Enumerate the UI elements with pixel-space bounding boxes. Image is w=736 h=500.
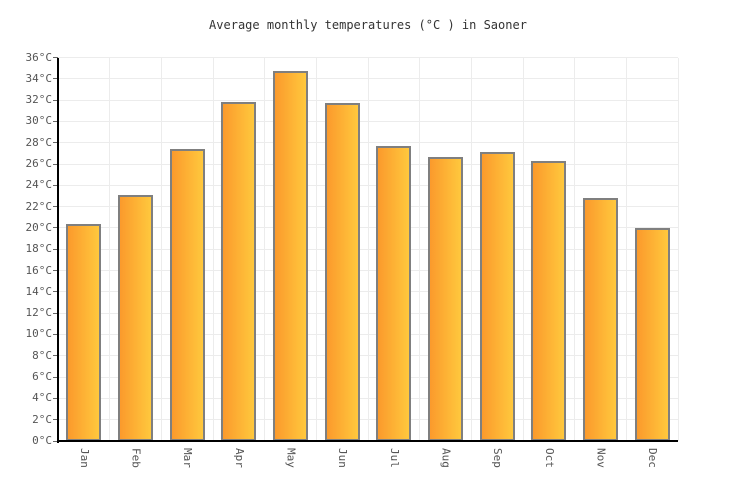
y-axis-label: 26°C bbox=[25, 157, 53, 171]
bar-jul[interactable] bbox=[376, 145, 412, 441]
y-axis-label: 10°C bbox=[25, 327, 53, 341]
x-axis-label-jun: Jun bbox=[336, 448, 350, 468]
x-axis-label-sep: Sep bbox=[491, 448, 505, 468]
y-axis-label: 36°C bbox=[25, 50, 53, 64]
y-tick bbox=[53, 78, 58, 80]
y-axis-label: 2°C bbox=[32, 412, 52, 426]
y-tick bbox=[53, 291, 58, 293]
y-tick bbox=[53, 120, 58, 122]
y-tick bbox=[53, 312, 58, 314]
y-axis-label: 22°C bbox=[25, 199, 53, 213]
bar-nov[interactable] bbox=[583, 198, 618, 441]
x-gridline bbox=[264, 57, 266, 441]
y-axis-label: 20°C bbox=[25, 220, 53, 234]
x-gridline bbox=[160, 57, 162, 441]
bar-jan[interactable] bbox=[66, 223, 102, 441]
y-tick bbox=[53, 248, 58, 250]
y-tick bbox=[53, 419, 58, 421]
y-tick bbox=[53, 163, 58, 165]
x-axis-label-aug: Aug bbox=[439, 448, 453, 468]
y-axis-label: 6°C bbox=[32, 370, 52, 384]
y-axis-line bbox=[57, 57, 59, 443]
y-tick bbox=[53, 206, 58, 208]
x-gridline bbox=[677, 57, 679, 441]
y-tick bbox=[53, 376, 58, 378]
y-axis-label: 12°C bbox=[25, 306, 53, 320]
x-gridline bbox=[109, 57, 111, 441]
x-axis-label-apr: Apr bbox=[232, 448, 246, 468]
bar-dec[interactable] bbox=[634, 227, 670, 441]
y-tick bbox=[53, 57, 58, 58]
y-tick bbox=[53, 270, 58, 272]
bar-mar[interactable] bbox=[169, 149, 205, 441]
x-axis-label-jul: Jul bbox=[387, 448, 401, 468]
x-gridline bbox=[522, 57, 524, 441]
y-tick bbox=[53, 333, 58, 335]
x-axis-line bbox=[57, 440, 678, 442]
y-axis-label: 30°C bbox=[25, 114, 53, 128]
y-axis-label: 0°C bbox=[32, 434, 52, 447]
x-gridline bbox=[419, 57, 421, 441]
x-gridline bbox=[574, 57, 576, 441]
y-axis-label: 32°C bbox=[25, 93, 53, 107]
y-axis-label: 28°C bbox=[25, 135, 53, 149]
y-axis-label: 4°C bbox=[32, 391, 52, 405]
chart-title: Average monthly temperatures (°C ) in Sa… bbox=[209, 18, 527, 32]
x-gridline bbox=[625, 57, 627, 441]
y-tick bbox=[53, 397, 58, 399]
y-tick bbox=[53, 142, 58, 144]
x-axis-label-feb: Feb bbox=[129, 448, 143, 468]
x-gridline bbox=[315, 57, 317, 441]
bar-may[interactable] bbox=[273, 71, 308, 441]
bar-sep[interactable] bbox=[479, 152, 515, 441]
x-axis-label-mar: Mar bbox=[181, 448, 195, 468]
y-tick bbox=[53, 99, 58, 101]
x-axis-label-dec: Dec bbox=[646, 448, 660, 468]
y-axis-label: 14°C bbox=[25, 284, 53, 298]
x-axis-label-oct: Oct bbox=[542, 448, 556, 468]
y-axis-label: 8°C bbox=[32, 348, 52, 362]
x-gridline bbox=[470, 57, 472, 441]
y-tick bbox=[53, 184, 58, 186]
bar-oct[interactable] bbox=[531, 160, 567, 441]
x-gridline bbox=[212, 57, 214, 441]
y-axis-label: 34°C bbox=[25, 71, 53, 85]
x-gridline bbox=[367, 57, 369, 441]
x-axis-label-nov: Nov bbox=[594, 448, 608, 468]
x-axis-label-jan: Jan bbox=[77, 448, 91, 468]
bar-jun[interactable] bbox=[324, 103, 360, 441]
x-axis-label-may: May bbox=[284, 448, 298, 468]
y-axis-label: 24°C bbox=[25, 178, 53, 192]
y-tick bbox=[53, 227, 58, 229]
bar-feb[interactable] bbox=[118, 194, 153, 441]
y-tick bbox=[53, 355, 58, 357]
bar-aug[interactable] bbox=[428, 156, 463, 441]
y-tick bbox=[53, 440, 58, 442]
bar-apr[interactable] bbox=[221, 102, 257, 441]
y-axis-label: 16°C bbox=[25, 263, 53, 277]
y-axis-label: 18°C bbox=[25, 242, 53, 256]
